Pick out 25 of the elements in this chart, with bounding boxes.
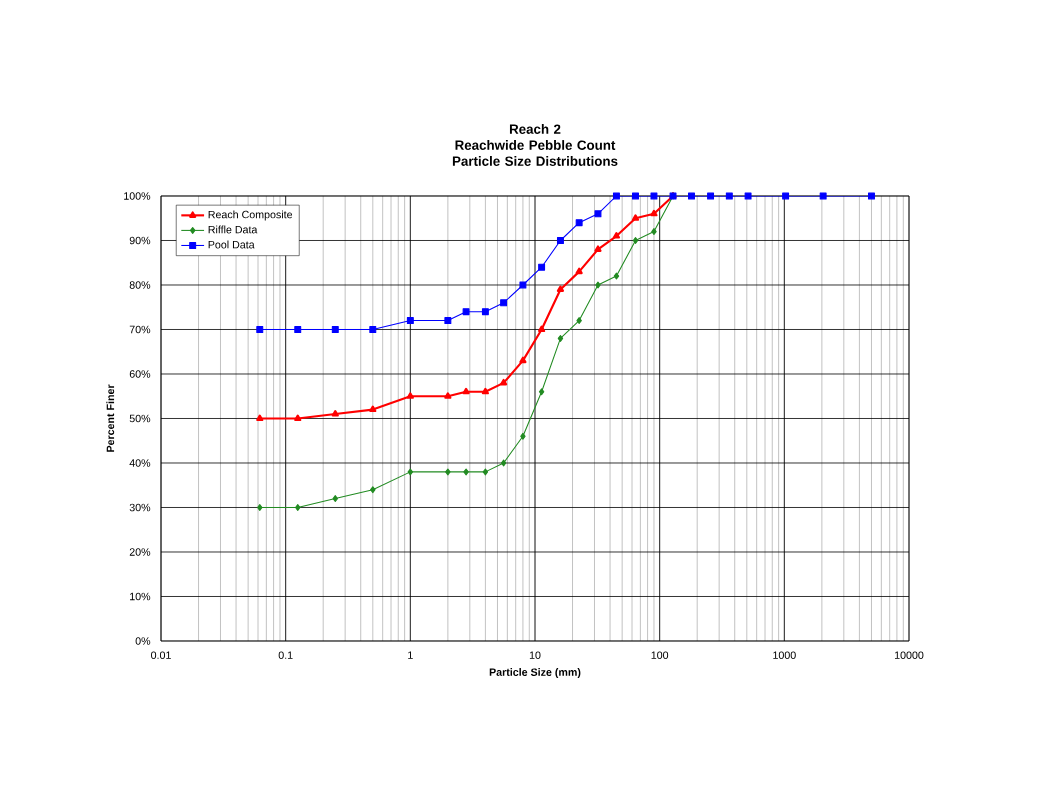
y-tick-label: 60% <box>129 370 151 378</box>
legend-label: Pool Data <box>208 240 255 249</box>
y-tick-label: 100% <box>124 192 151 200</box>
legend-label: Riffle Data <box>208 225 258 234</box>
y-tick-label: 50% <box>129 414 151 423</box>
x-tick-label: 0.1 <box>278 651 293 659</box>
y-tick-label: 30% <box>129 503 151 512</box>
x-tick-label: 1000 <box>773 651 796 659</box>
y-tick-label: 20% <box>129 548 151 556</box>
x-tick-label: 1 <box>408 651 413 659</box>
legend-label: Reach Composite <box>208 210 293 221</box>
y-tick-label: 70% <box>129 325 151 334</box>
x-tick-label: 0.01 <box>151 651 171 659</box>
x-tick-label: 10000 <box>894 651 924 659</box>
x-tick-label: 10 <box>529 651 541 659</box>
y-tick-label: 0% <box>135 637 151 645</box>
y-tick-label: 10% <box>130 592 151 601</box>
y-tick-label: 40% <box>129 459 151 467</box>
x-axis-title: Particle Size (mm) <box>489 668 581 679</box>
y-tick-label: 90% <box>129 236 151 245</box>
y-axis-title: Percent Finer <box>106 384 115 452</box>
y-tick-label: 80% <box>129 281 151 289</box>
chart-title: Reach 2 <box>509 124 561 134</box>
chart-subtitle: Reachwide Pebble Count Particle Size Distributions <box>452 140 618 166</box>
x-tick-label: 100 <box>651 651 669 659</box>
